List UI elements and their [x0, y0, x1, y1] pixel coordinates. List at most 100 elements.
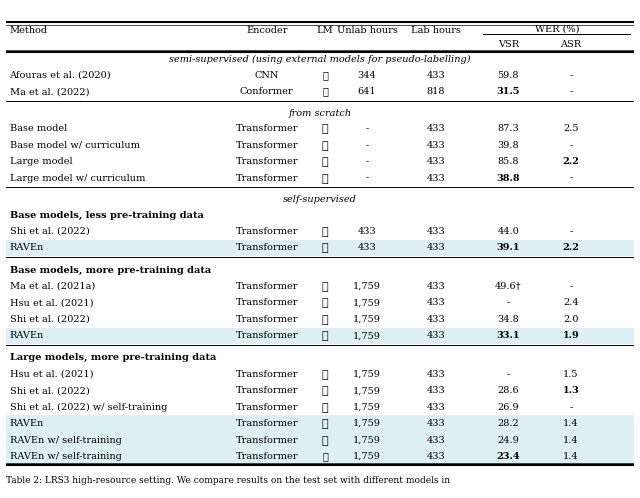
- Text: -: -: [365, 157, 369, 166]
- Text: 39.8: 39.8: [497, 141, 519, 150]
- Text: 433: 433: [427, 282, 445, 291]
- Text: Transformer: Transformer: [236, 452, 298, 461]
- Text: Encoder: Encoder: [246, 26, 287, 35]
- Text: Transformer: Transformer: [236, 174, 298, 183]
- Text: ASR: ASR: [560, 40, 582, 49]
- Text: -: -: [506, 370, 510, 379]
- Text: Transformer: Transformer: [236, 370, 298, 379]
- Text: 44.0: 44.0: [497, 227, 519, 236]
- Text: -: -: [569, 174, 573, 183]
- Text: ✗: ✗: [322, 297, 328, 308]
- Text: Transformer: Transformer: [236, 157, 298, 166]
- Text: ✓: ✓: [322, 71, 328, 80]
- Text: 433: 433: [358, 244, 376, 252]
- Text: self-supervised: self-supervised: [283, 195, 357, 204]
- Text: 433: 433: [427, 141, 445, 150]
- Text: semi-supervised (using external models for pseudo-labelling): semi-supervised (using external models f…: [169, 55, 471, 64]
- Text: from scratch: from scratch: [289, 109, 351, 118]
- Text: Transformer: Transformer: [236, 315, 298, 324]
- Text: RAVEn: RAVEn: [10, 244, 44, 252]
- Text: 433: 433: [358, 227, 376, 236]
- Text: 433: 433: [427, 157, 445, 166]
- Text: 818: 818: [427, 87, 445, 97]
- Text: ✗: ✗: [322, 156, 328, 167]
- Text: Transformer: Transformer: [236, 419, 298, 428]
- Text: 344: 344: [358, 71, 376, 80]
- Text: ✗: ✗: [322, 173, 328, 184]
- Text: 2.0: 2.0: [563, 315, 579, 324]
- Text: ✓: ✓: [322, 452, 328, 461]
- Text: ✗: ✗: [322, 402, 328, 413]
- Text: Large model w/ curriculum: Large model w/ curriculum: [10, 174, 145, 183]
- Text: Ma et al. (2022): Ma et al. (2022): [10, 87, 89, 97]
- Text: 2.5: 2.5: [563, 124, 579, 133]
- Text: 85.8: 85.8: [497, 157, 519, 166]
- Text: 1,759: 1,759: [353, 403, 381, 412]
- Text: 433: 433: [427, 124, 445, 133]
- Text: 1,759: 1,759: [353, 315, 381, 324]
- Text: 28.6: 28.6: [497, 386, 519, 395]
- Text: 39.1: 39.1: [497, 244, 520, 252]
- Text: Ma et al. (2021a): Ma et al. (2021a): [10, 282, 95, 291]
- Text: 1.5: 1.5: [563, 370, 579, 379]
- Text: 49.6†: 49.6†: [495, 282, 522, 291]
- Text: WER (%): WER (%): [534, 24, 579, 33]
- Text: ✗: ✗: [322, 226, 328, 237]
- Text: 28.2: 28.2: [497, 419, 519, 428]
- Text: Transformer: Transformer: [236, 436, 298, 445]
- Text: Conformer: Conformer: [240, 87, 294, 97]
- Text: Transformer: Transformer: [236, 124, 298, 133]
- Text: VSR: VSR: [497, 40, 519, 49]
- Text: -: -: [569, 282, 573, 291]
- Text: 34.8: 34.8: [497, 315, 519, 324]
- Text: 433: 433: [427, 244, 445, 252]
- Text: 24.9: 24.9: [497, 436, 519, 445]
- Text: ✗: ✗: [322, 124, 328, 134]
- Text: 1,759: 1,759: [353, 282, 381, 291]
- Text: 1,759: 1,759: [353, 436, 381, 445]
- Text: -: -: [569, 141, 573, 150]
- Bar: [6, 448, 634, 465]
- Text: RAVEn: RAVEn: [10, 419, 44, 428]
- Text: 1.9: 1.9: [563, 331, 579, 340]
- Text: Afouras et al. (2020): Afouras et al. (2020): [10, 71, 111, 80]
- Text: 2.4: 2.4: [563, 298, 579, 307]
- Text: 433: 433: [427, 71, 445, 80]
- Text: 433: 433: [427, 386, 445, 395]
- Text: 1.4: 1.4: [563, 436, 579, 445]
- Text: ✗: ✗: [322, 435, 328, 446]
- Text: Shi et al. (2022): Shi et al. (2022): [10, 315, 90, 324]
- Text: -: -: [569, 71, 573, 80]
- Text: Transformer: Transformer: [236, 403, 298, 412]
- Text: ✗: ✗: [322, 281, 328, 292]
- Text: -: -: [365, 174, 369, 183]
- Text: ✗: ✗: [322, 140, 328, 151]
- Text: 1.4: 1.4: [563, 419, 579, 428]
- Bar: [6, 328, 634, 344]
- Text: 433: 433: [427, 419, 445, 428]
- Text: 433: 433: [427, 315, 445, 324]
- Text: Shi et al. (2022) w/ self-training: Shi et al. (2022) w/ self-training: [10, 403, 167, 412]
- Text: 433: 433: [427, 174, 445, 183]
- Text: 2.2: 2.2: [563, 157, 579, 166]
- Text: 433: 433: [427, 227, 445, 236]
- Text: RAVEn w/ self-training: RAVEn w/ self-training: [10, 436, 122, 445]
- Text: ✗: ✗: [322, 314, 328, 325]
- Text: ✗: ✗: [322, 330, 328, 341]
- Text: 1,759: 1,759: [353, 298, 381, 307]
- Text: RAVEn w/ self-training: RAVEn w/ self-training: [10, 452, 122, 461]
- Text: 23.4: 23.4: [497, 452, 520, 461]
- Text: 2.2: 2.2: [563, 244, 579, 252]
- Text: Transformer: Transformer: [236, 244, 298, 252]
- Text: -: -: [569, 227, 573, 236]
- Text: Lab hours: Lab hours: [411, 26, 461, 35]
- Text: Table 2: LRS3 high-resource setting. We compare results on the test set with dif: Table 2: LRS3 high-resource setting. We …: [6, 476, 451, 486]
- Text: -: -: [365, 124, 369, 133]
- Text: Base models, less pre-training data: Base models, less pre-training data: [10, 211, 204, 220]
- Text: 1,759: 1,759: [353, 452, 381, 461]
- Text: 433: 433: [427, 436, 445, 445]
- Text: 1.4: 1.4: [563, 452, 579, 461]
- Text: 1,759: 1,759: [353, 386, 381, 395]
- Text: 33.1: 33.1: [497, 331, 520, 340]
- Text: LM: LM: [317, 26, 333, 35]
